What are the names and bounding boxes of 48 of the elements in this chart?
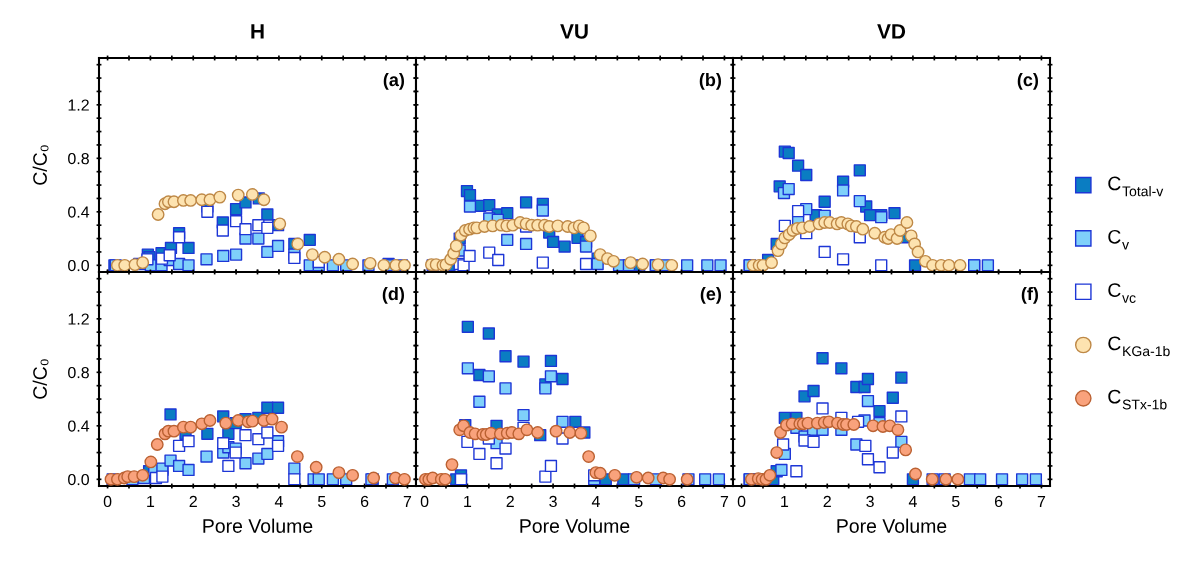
x-tick-label: 6: [994, 495, 1003, 508]
y-tick-label: 0.8: [68, 366, 89, 379]
legend-label: Cvc: [1108, 283, 1136, 303]
x-tick-label: 1: [464, 495, 472, 507]
x-tick-label: 5: [634, 495, 643, 508]
x-tick-label: 1: [781, 495, 789, 507]
chart-title: H: [251, 24, 264, 39]
x-tick-label: 5: [317, 495, 326, 508]
chart-title: VD: [877, 24, 906, 39]
annotation: (b): [699, 72, 722, 90]
y-tick-label: 0.4: [68, 420, 90, 432]
x-tick-label: 4: [591, 495, 600, 507]
x-tick-label: 4: [274, 495, 283, 507]
x-axis-title: Pore Volume: [837, 518, 947, 533]
x-axis-title: Pore Volume: [520, 518, 630, 533]
x-tick-label: 2: [506, 495, 514, 507]
y-axis-title: C/C₀: [32, 145, 49, 185]
x-tick-label: 7: [403, 495, 412, 507]
y-tick-label: 1.2: [68, 99, 89, 111]
x-tick-label: 4: [908, 495, 917, 507]
x-tick-label: 1: [147, 495, 155, 507]
x-tick-label: 0: [420, 495, 429, 508]
x-tick-label: 5: [951, 495, 960, 508]
x-tick-label: 6: [360, 495, 369, 508]
x-tick-label: 3: [549, 495, 557, 508]
annotation: (a): [383, 72, 405, 90]
y-tick-label: 0.0: [68, 473, 89, 486]
x-tick-label: 0: [103, 495, 112, 508]
y-tick-label: 1.2: [68, 313, 89, 325]
y-tick-label: 0.4: [68, 206, 90, 218]
y-tick-label: 0.0: [68, 259, 89, 272]
x-tick-label: 2: [189, 495, 197, 507]
x-axis-title: Pore Volume: [203, 518, 313, 533]
y-axis-title: C/C₀: [32, 359, 49, 399]
x-tick-label: 0: [737, 495, 746, 508]
annotation: (f): [1021, 286, 1039, 304]
legend-label: Cv: [1108, 229, 1130, 250]
x-tick-label: 3: [232, 495, 240, 508]
x-tick-label: 7: [1037, 495, 1046, 507]
y-tick-label: 0.8: [68, 152, 89, 165]
annotation: (c): [1017, 72, 1039, 90]
x-tick-label: 7: [720, 495, 729, 507]
annotation: (d): [382, 286, 405, 304]
x-tick-label: 3: [866, 495, 874, 508]
x-tick-label: 2: [823, 495, 831, 507]
chart-title: VU: [560, 24, 588, 39]
x-tick-label: 6: [677, 495, 686, 508]
annotation: (e): [700, 286, 722, 304]
